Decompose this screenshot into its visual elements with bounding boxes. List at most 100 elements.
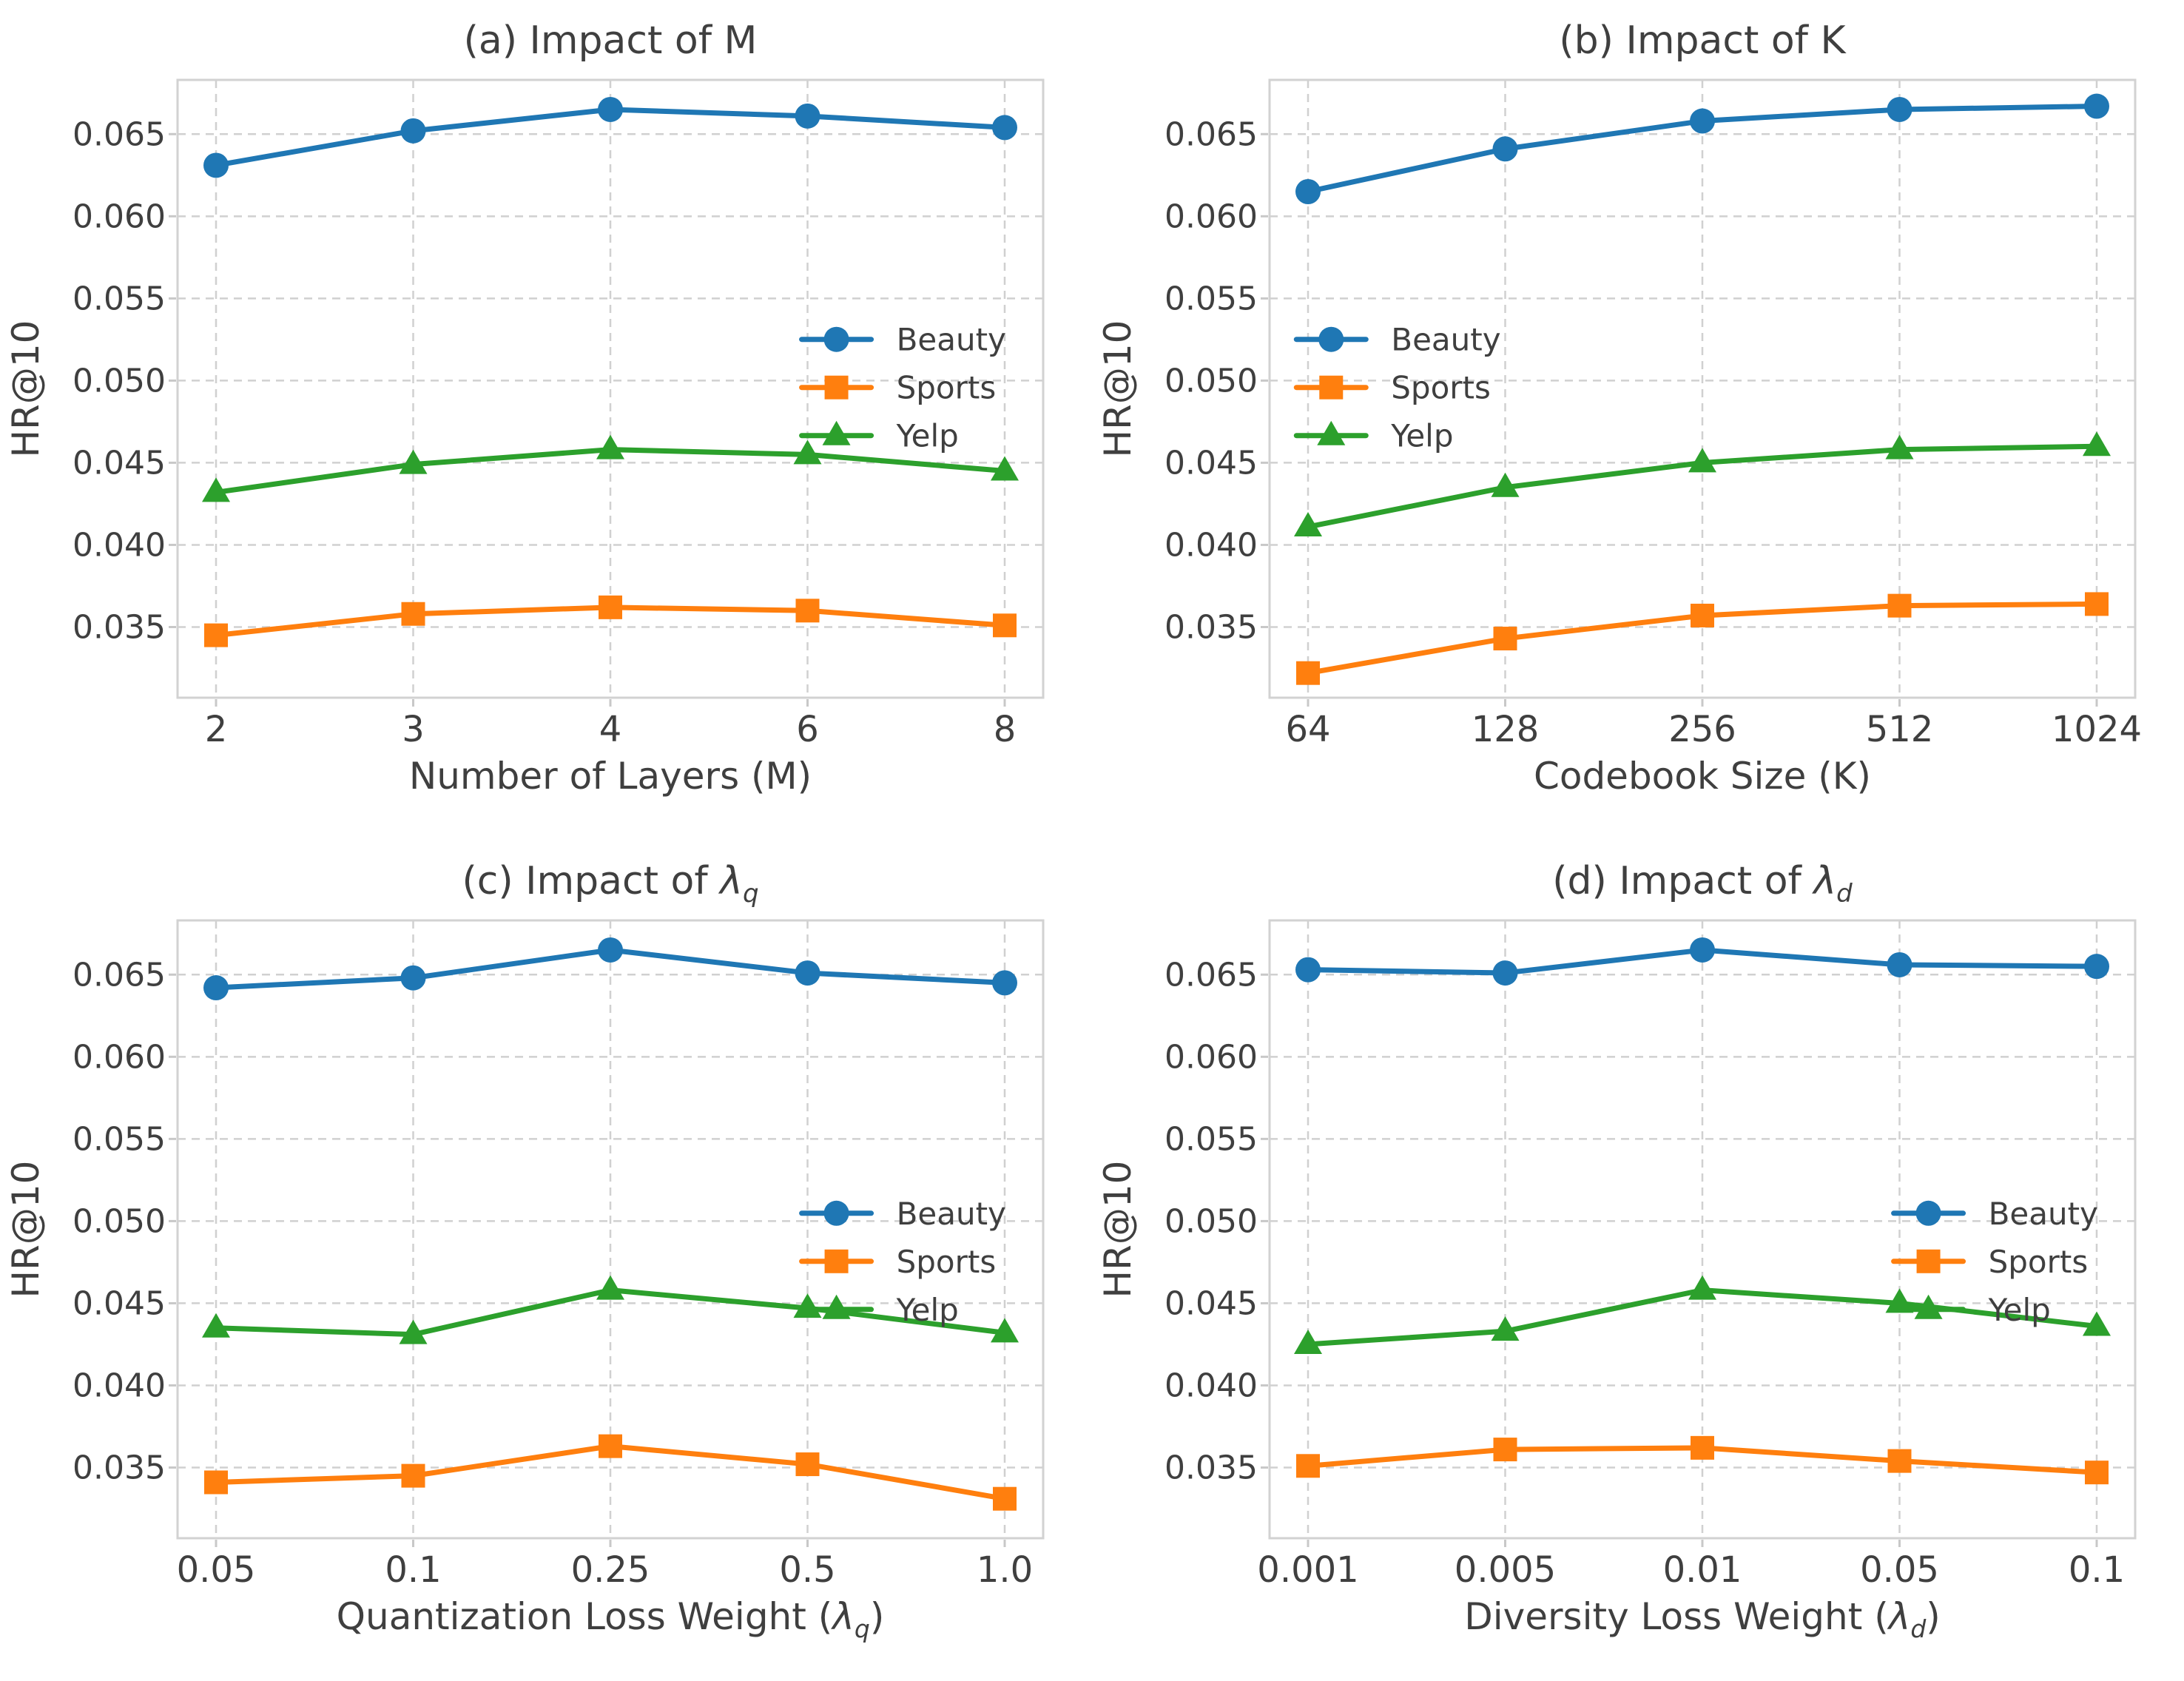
data-point-yelp <box>793 439 822 465</box>
y-axis-label: HR@10 <box>1096 320 1139 458</box>
data-point-sports <box>1296 661 1320 685</box>
y-tick-label: 0.045 <box>73 1284 166 1322</box>
tick-marks <box>1261 132 2098 707</box>
legend-item-yelp: Yelp <box>1293 418 1454 454</box>
x-axis-label: Codebook Size (K) <box>1534 755 1871 798</box>
data-point-sports <box>993 613 1017 638</box>
data-point-yelp <box>596 1275 624 1300</box>
legend-marker-square <box>824 1249 849 1273</box>
data-point-yelp <box>399 449 428 474</box>
data-point-yelp <box>1688 1275 1716 1300</box>
legend-label: Sports <box>897 370 997 406</box>
legend-item-beauty: Beauty <box>1293 322 1501 358</box>
legend-marker-square <box>1916 1249 1941 1273</box>
data-point-beauty <box>598 96 623 122</box>
y-tick-label: 0.040 <box>73 526 166 564</box>
data-point-beauty <box>1690 108 1715 134</box>
data-point-sports <box>1691 603 1714 627</box>
axes-frame <box>1268 919 2137 1540</box>
legend-item-sports: Sports <box>1891 1244 2089 1280</box>
chart-title: (a) Impact of M <box>464 18 758 63</box>
legend-label: Beauty <box>1391 322 1500 358</box>
legend-label: Sports <box>1989 1244 2089 1280</box>
x-tick-label: 256 <box>1668 709 1736 750</box>
legend-marker-triangle <box>822 420 851 445</box>
series-sports <box>204 1434 1017 1511</box>
data-point-beauty <box>2084 93 2109 119</box>
subplot-a-cell: 0.035 0.040 0.045 0.050 0.055 0.060 0.065 2 3 4 6 8… <box>0 0 1092 840</box>
legend-marker-triangle <box>1914 1294 1943 1319</box>
subplot-d-cell: 0.035 0.040 0.045 0.050 0.055 0.060 0.065 0.001… <box>1092 840 2184 1681</box>
series-beauty <box>1295 937 2109 986</box>
y-tick-label: 0.035 <box>73 1449 166 1487</box>
y-tick-label: 0.065 <box>1165 956 1258 994</box>
y-tick-label: 0.060 <box>73 198 166 235</box>
data-point-beauty <box>400 965 426 991</box>
data-point-sports <box>795 599 820 623</box>
y-axis-label: HR@10 <box>4 1161 47 1298</box>
x-tick-label: 2 <box>205 709 228 750</box>
data-point-sports <box>401 602 425 626</box>
legend-label: Yelp <box>896 418 959 454</box>
legend-label: Yelp <box>1988 1292 2051 1328</box>
x-tick-label: 4 <box>599 709 622 750</box>
data-point-yelp <box>991 456 1019 481</box>
legend-item-sports: Sports <box>799 1244 996 1280</box>
y-tick-label: 0.035 <box>73 609 166 647</box>
legend-item-yelp: Yelp <box>799 418 959 454</box>
grid-lines <box>1270 920 2135 1538</box>
data-point-sports <box>1887 1449 1912 1473</box>
y-tick-label: 0.055 <box>73 1120 166 1158</box>
x-tick-label: 8 <box>994 709 1017 750</box>
y-tick-label: 0.050 <box>1165 1202 1258 1240</box>
legend-item-beauty: Beauty <box>799 1196 1006 1232</box>
data-point-beauty <box>203 152 229 178</box>
data-point-sports <box>1493 627 1517 651</box>
data-point-sports <box>204 623 228 647</box>
y-axis-tick-labels: 0.035 0.040 0.045 0.050 0.055 0.060 0.065 <box>73 115 166 646</box>
series-yelp <box>1294 431 2111 537</box>
chart-b-impact-of-k: 0.035 0.040 0.045 0.050 0.055 0.060 0.065 64 128… <box>1096 18 2142 798</box>
data-point-sports <box>1296 1454 1320 1478</box>
series-beauty <box>203 937 1017 1001</box>
data-point-yelp <box>1885 434 1914 459</box>
data-point-yelp <box>1294 1329 1322 1354</box>
y-axis-label: HR@10 <box>1096 1161 1139 1298</box>
legend: Beauty Sports Yelp <box>1293 322 1501 454</box>
data-point-yelp <box>991 1318 1019 1343</box>
y-tick-label: 0.040 <box>73 1367 166 1404</box>
x-tick-label: 1.0 <box>977 1549 1033 1591</box>
axes-frame <box>1268 78 2137 699</box>
y-tick-label: 0.045 <box>73 444 166 482</box>
legend-label: Beauty <box>1989 1196 2098 1232</box>
data-point-yelp <box>202 1313 230 1338</box>
subplot-c-cell: 0.035 0.040 0.045 0.050 0.055 0.060 0.065 0.05 0… <box>0 840 1092 1681</box>
legend-marker-square <box>824 375 849 400</box>
legend-label: Beauty <box>897 1196 1006 1232</box>
data-point-beauty <box>992 115 1017 141</box>
series-beauty <box>1295 93 2109 205</box>
y-tick-label: 0.035 <box>1165 609 1258 647</box>
data-point-sports <box>2085 592 2109 616</box>
legend-label: Beauty <box>897 322 1006 358</box>
y-tick-label: 0.060 <box>1165 198 1258 235</box>
data-point-sports <box>1887 593 1912 618</box>
data-point-yelp <box>2083 431 2111 457</box>
tick-marks <box>1261 973 2098 1547</box>
data-point-yelp <box>1294 512 1322 537</box>
series-beauty <box>203 96 1017 178</box>
legend-label: Yelp <box>1390 418 1453 454</box>
data-point-beauty <box>400 118 426 144</box>
data-point-yelp <box>1491 1316 1520 1341</box>
legend-marker-square <box>1319 375 1344 400</box>
y-tick-label: 0.050 <box>1165 362 1258 400</box>
y-tick-label: 0.040 <box>1165 1367 1258 1404</box>
x-tick-label: 0.25 <box>571 1549 650 1591</box>
x-tick-label: 0.05 <box>1860 1549 1939 1591</box>
legend-marker-triangle <box>822 1294 851 1319</box>
x-tick-label: 3 <box>402 709 425 750</box>
axes-frame <box>176 919 1045 1540</box>
data-point-sports <box>599 1434 622 1458</box>
subplot-b-cell: 0.035 0.040 0.045 0.050 0.055 0.060 0.065 64 128… <box>1092 0 2184 840</box>
